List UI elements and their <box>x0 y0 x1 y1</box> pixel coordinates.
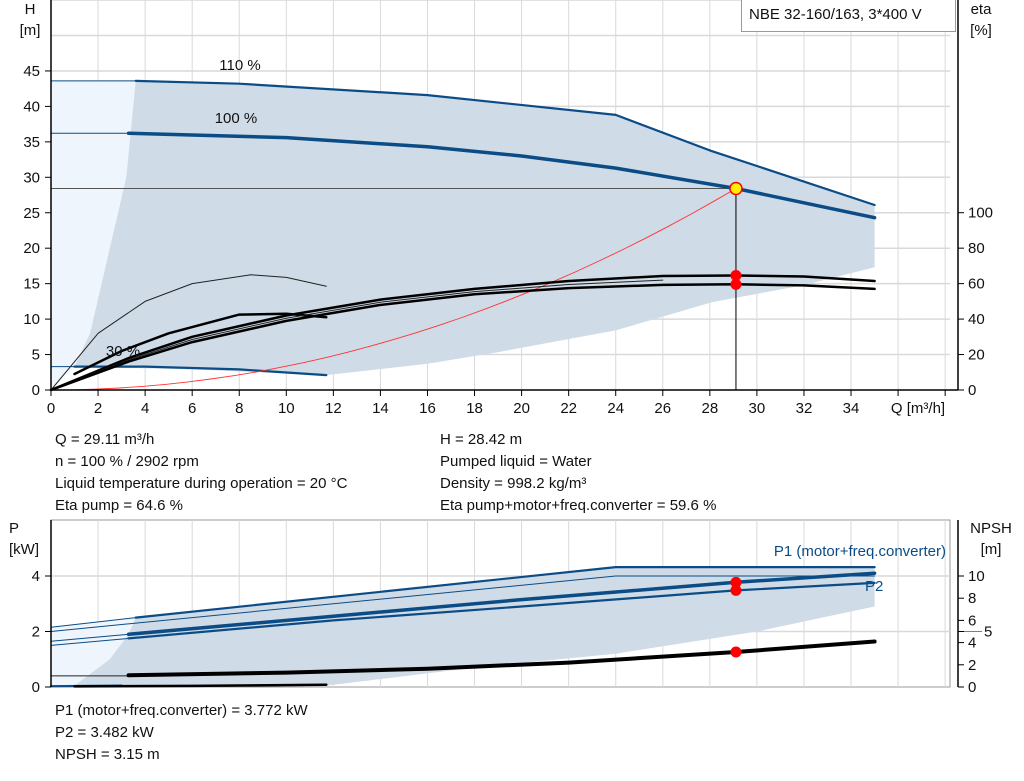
operating-range-area <box>74 80 875 376</box>
speed-label-30: 30 % <box>106 343 140 360</box>
x-tick-label: 12 <box>325 400 342 417</box>
power-curve <box>50 637 130 646</box>
x-tick-label: 22 <box>560 400 577 417</box>
y-axis-label-eta: eta <box>971 1 993 18</box>
x-tick-label: 18 <box>466 400 483 417</box>
head-curve <box>134 79 876 207</box>
efficiency-curve <box>49 283 876 392</box>
power-curve <box>50 575 876 632</box>
y-right-tick-label: 0 <box>968 679 976 696</box>
eta-total-value: Eta pump+motor+freq.converter = 59.6 % <box>440 497 717 514</box>
y-axis-unit-power: [kW] <box>9 541 39 558</box>
efficiency-curve <box>49 274 876 392</box>
y-axis-label-power: P <box>9 520 19 537</box>
power-curve <box>134 565 876 619</box>
x-tick-label: 4 <box>141 400 149 417</box>
operating-point-marker <box>729 181 743 196</box>
npsh-value: NPSH = 3.15 m <box>55 746 160 763</box>
power-curve <box>127 581 876 640</box>
y-left-tick-label: 10 <box>23 311 40 328</box>
y-left-tick-label: 20 <box>23 240 40 257</box>
y-left-tick-label: 40 <box>23 98 40 115</box>
y-left-tick-label: 4 <box>32 568 40 585</box>
x-tick-label: 24 <box>607 400 624 417</box>
x-tick-label: 20 <box>513 400 530 417</box>
density-value: Density = 998.2 kg/m³ <box>440 475 587 492</box>
y-right-tick-label: 5 <box>984 624 992 641</box>
operating-range-area <box>74 567 875 686</box>
power-curve <box>126 571 877 637</box>
y-left-tick-label: 2 <box>32 624 40 641</box>
y-right-tick-label: 8 <box>968 590 976 607</box>
eta-pump-value: Eta pump = 64.6 % <box>55 497 183 514</box>
y-left-tick-label: 5 <box>32 347 40 364</box>
x-tick-label: 0 <box>47 400 55 417</box>
p1-value: P1 (motor+freq.converter) = 3.772 kW <box>55 702 308 719</box>
y-axis-unit-head: [m] <box>20 22 41 39</box>
y-right-tick-label: 2 <box>968 657 976 674</box>
x-tick-label: 16 <box>419 400 436 417</box>
y-right-tick-label: 80 <box>968 240 985 257</box>
power-curve <box>50 617 137 628</box>
x-tick-label: 26 <box>654 400 671 417</box>
y-right-tick-label: 10 <box>968 568 985 585</box>
y-left-tick-label: 0 <box>32 382 40 399</box>
low-flow-area <box>51 80 136 391</box>
x-tick-label: 10 <box>278 400 295 417</box>
x-tick-label: 32 <box>796 400 813 417</box>
p1-series-label: P1 (motor+freq.converter) <box>774 543 946 560</box>
y-left-tick-label: 25 <box>23 205 40 222</box>
x-tick-label: 28 <box>701 400 718 417</box>
y-right-tick-label: 60 <box>968 276 985 293</box>
power-curve <box>50 633 130 642</box>
y-axis-label-npsh: NPSH <box>970 520 1012 537</box>
y-right-tick-label: 100 <box>968 205 993 222</box>
y-left-tick-label: 15 <box>23 276 40 293</box>
npsh-curve <box>126 639 877 678</box>
speed-value: n = 100 % / 2902 rpm <box>55 453 199 470</box>
y-axis-label-head: H <box>25 1 36 18</box>
y-right-tick-label: 20 <box>968 347 985 364</box>
low-flow-area <box>51 617 136 687</box>
y-right-tick-label: 0 <box>968 382 976 399</box>
x-tick-label: 8 <box>235 400 243 417</box>
pumped-liquid: Pumped liquid = Water <box>440 453 592 470</box>
x-tick-label: 6 <box>188 400 196 417</box>
efficiency-curve <box>50 274 327 391</box>
y-right-tick-label: 4 <box>968 635 976 652</box>
flow-value: Q = 29.11 m³/h <box>55 431 155 448</box>
y-left-tick-label: 0 <box>32 679 40 696</box>
info-right-top: H = 28.42 m Pumped liquid = Water Densit… <box>440 429 716 517</box>
x-tick-label: 2 <box>94 400 102 417</box>
y-right-tick-label: 6 <box>968 612 976 629</box>
npsh-marker <box>730 646 742 658</box>
x-tick-label: 30 <box>749 400 766 417</box>
y-axis-unit-eta: [%] <box>970 22 992 39</box>
info-left-top: Q = 29.11 m³/h n = 100 % / 2902 rpm Liqu… <box>55 429 347 517</box>
y-axis-unit-npsh: [m] <box>981 541 1002 558</box>
speed-label-100: 100 % <box>215 110 258 127</box>
chart-title: NBE 32-160/163, 3*400 V <box>741 0 956 32</box>
system-curve <box>50 188 737 391</box>
npsh-curve <box>73 683 328 688</box>
head-value: H = 28.42 m <box>440 431 523 448</box>
y-left-tick-label: 30 <box>23 169 40 186</box>
y-left-tick-label: 45 <box>23 63 40 80</box>
y-right-tick-label: 40 <box>968 311 985 328</box>
p2-value: P2 = 3.482 kW <box>55 724 154 741</box>
p1-marker <box>730 576 742 588</box>
info-bottom: P1 (motor+freq.converter) = 3.772 kW P2 … <box>55 700 308 766</box>
y-left-tick-label: 35 <box>23 134 40 151</box>
eta-pump-marker <box>730 269 742 281</box>
efficiency-curve <box>50 279 664 391</box>
x-tick-label: 34 <box>843 400 860 417</box>
eta-total-marker <box>730 278 742 290</box>
liquid-temperature: Liquid temperature during operation = 20… <box>55 475 348 492</box>
p2-marker <box>730 584 742 596</box>
x-tick-label: 14 <box>372 400 389 417</box>
p2-series-label: P2 <box>865 578 883 595</box>
x-axis-label: Q [m³/h] <box>891 400 945 417</box>
speed-label-110: 110 % <box>219 57 260 74</box>
